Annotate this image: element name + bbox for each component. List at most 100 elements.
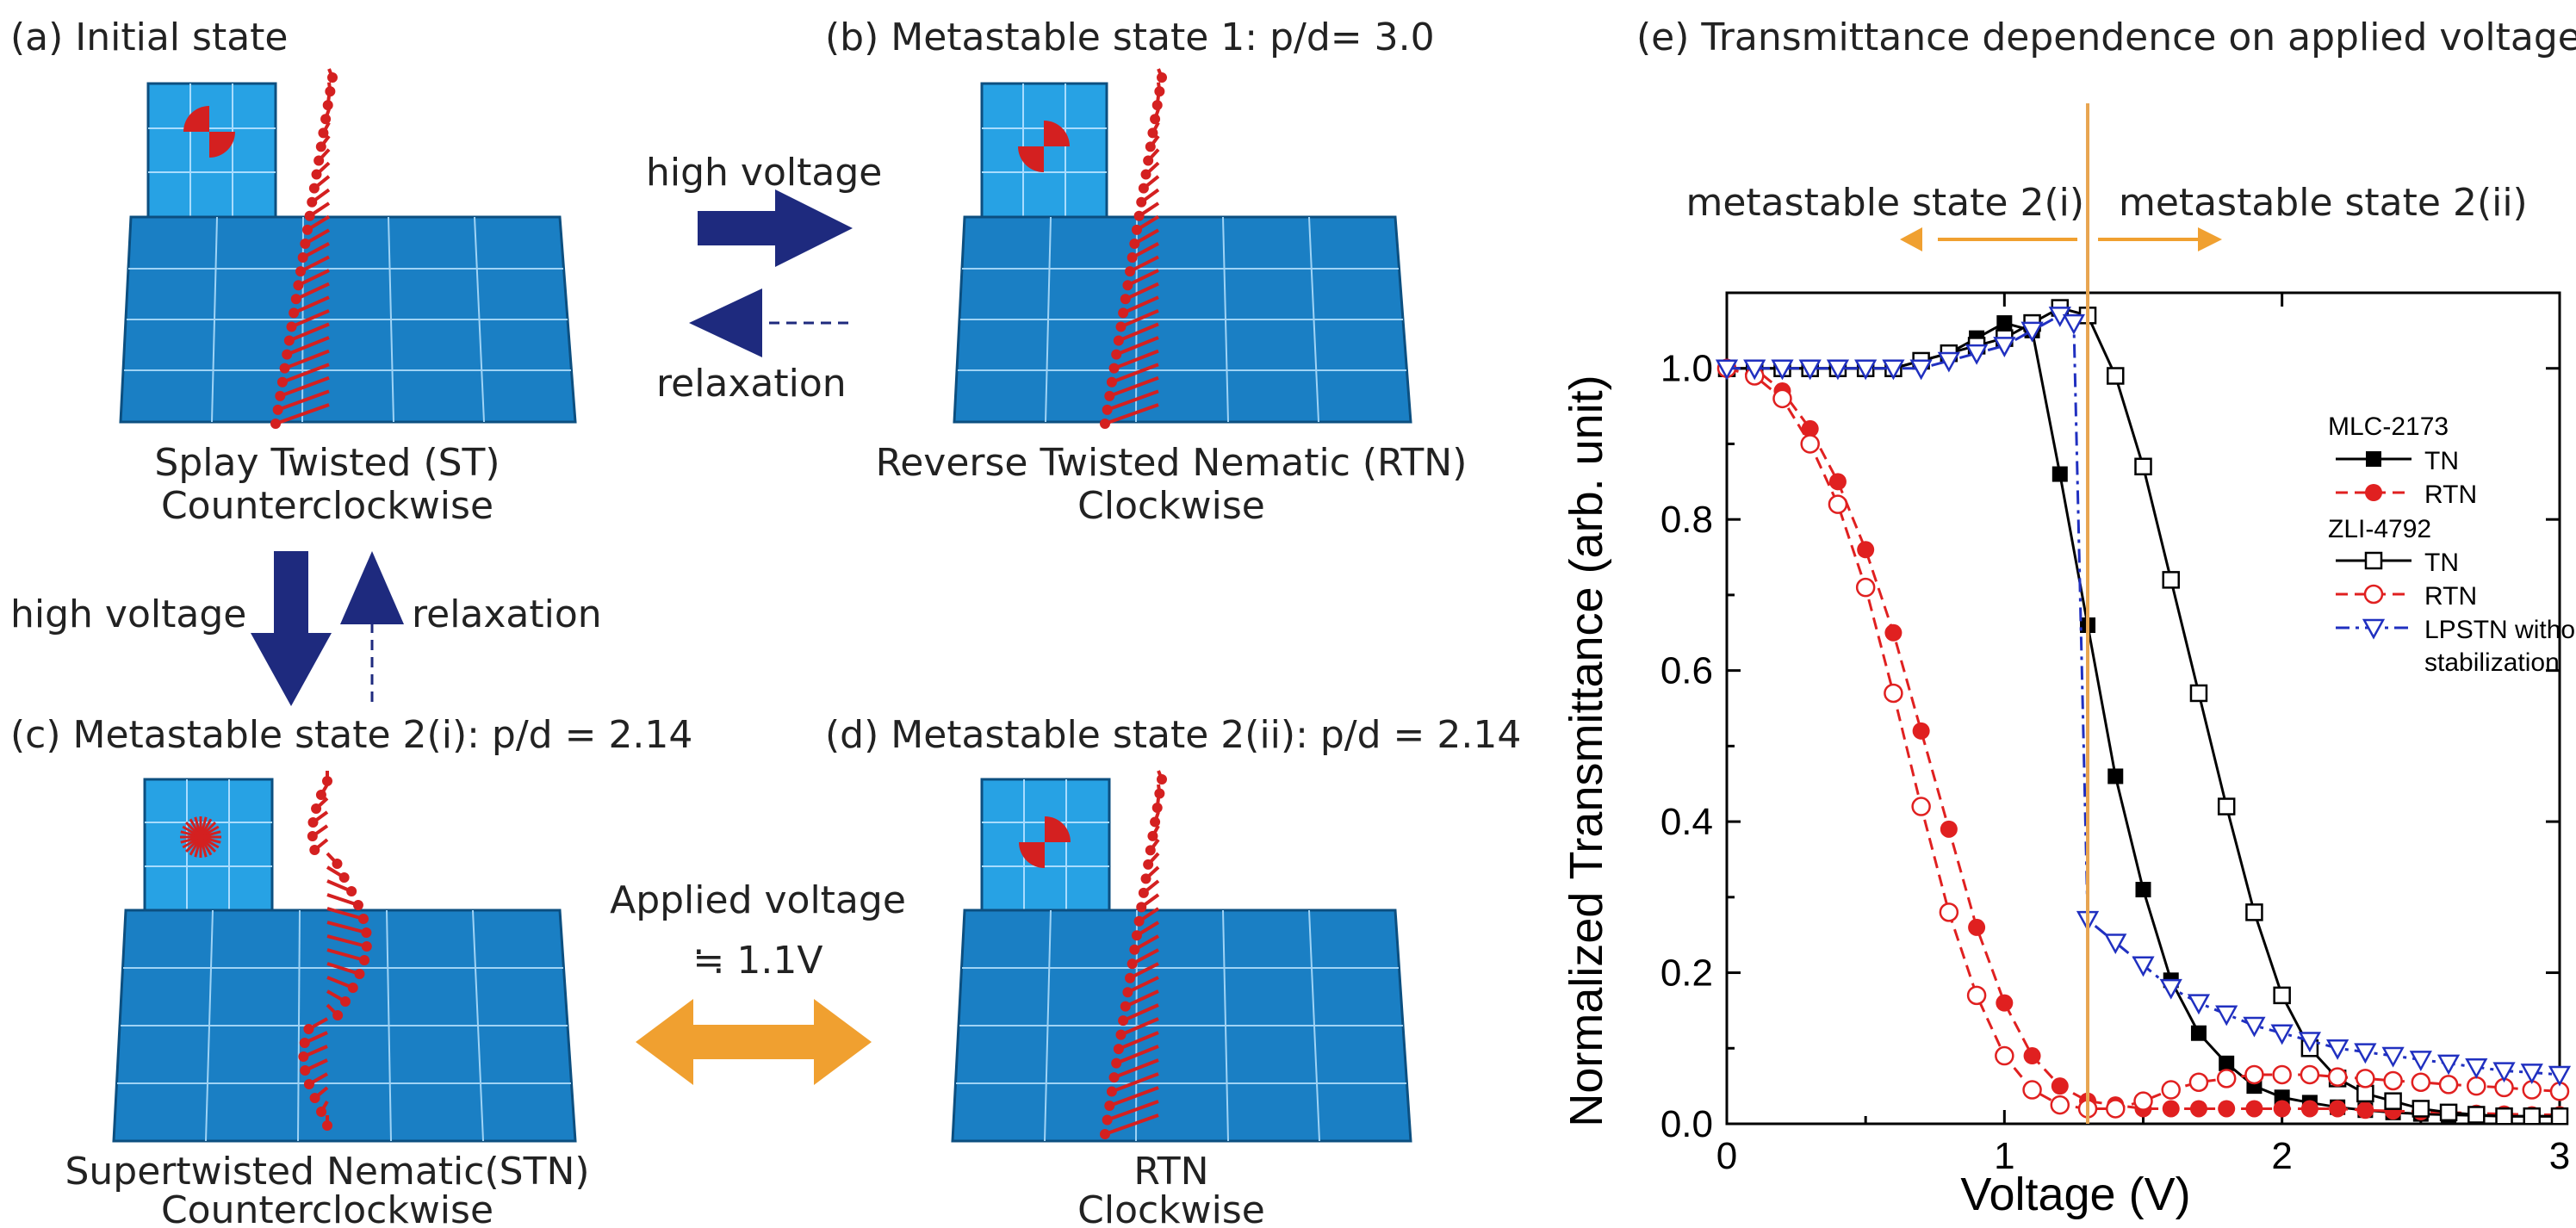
data-point	[1909, 359, 1933, 381]
director-tip	[1138, 887, 1149, 898]
director-tip	[354, 969, 365, 979]
y-tick-label: 0.4	[1660, 801, 1713, 843]
director-tip	[1108, 1072, 1120, 1083]
region-arrows	[1900, 227, 2222, 251]
director-rod	[1129, 255, 1159, 273]
legend-marker	[2362, 618, 2386, 640]
director-tip	[1102, 404, 1113, 415]
region-right-label: metastable state 2(ii)	[2119, 181, 2528, 225]
director-tip	[297, 252, 308, 264]
data-point	[1801, 419, 1819, 437]
director-rod	[283, 349, 330, 370]
director-rod	[1111, 1072, 1159, 1094]
region-right-arrow-head	[2198, 227, 2222, 251]
legend: MLC-2173 TN RTN ZLI-4792 TN RTN LPSTN wi…	[2328, 412, 2576, 677]
data-point	[2438, 1075, 2459, 1095]
arrows-ac: high voltage relaxation	[10, 551, 602, 706]
director-tip	[1147, 127, 1158, 139]
series-line	[1727, 321, 2560, 1118]
data-point	[2020, 321, 2044, 343]
data-point	[1882, 359, 1905, 381]
director-tip	[1131, 224, 1142, 235]
director-tip	[307, 196, 318, 208]
data-point	[2132, 956, 2155, 977]
panel-a-state-name: Splay Twisted (ST)	[154, 441, 500, 485]
legend-marker	[2365, 484, 2382, 501]
ab-back-label: relaxation	[656, 362, 847, 406]
data-point	[2409, 1051, 2432, 1072]
data-point	[2356, 1069, 2375, 1088]
director-tip	[1151, 802, 1163, 813]
director-tip	[300, 1065, 311, 1076]
data-point	[2272, 1064, 2292, 1085]
director-tip	[339, 996, 351, 1007]
data-point	[1996, 994, 2014, 1012]
panel-a-director-profile	[270, 68, 338, 429]
data-point	[2107, 367, 2125, 385]
data-point	[2159, 978, 2182, 1000]
director-tip	[300, 238, 311, 249]
director-rod	[297, 269, 330, 288]
panel-d-cell-grid	[956, 909, 1406, 1142]
data-point	[2243, 1016, 2266, 1038]
data-point	[2411, 1072, 2431, 1092]
data-point	[1966, 985, 1987, 1006]
director-rod	[1120, 308, 1159, 329]
data-point	[2051, 466, 2068, 482]
data-point	[2104, 933, 2127, 955]
data-point	[1826, 359, 1850, 381]
data-point	[1771, 359, 1794, 381]
director-tip	[303, 1024, 314, 1034]
panel-a: (a) Initial state Splay Twisted (ST) Cou…	[10, 16, 577, 528]
data-point	[1798, 359, 1822, 381]
legend-lpstn-line2: stabilization	[2424, 648, 2560, 677]
director-tip	[318, 127, 329, 139]
x-tick-label: 2	[2271, 1135, 2292, 1177]
y-tick-label: 0.2	[1660, 952, 1713, 995]
data-point	[1993, 337, 2016, 358]
director-rod	[279, 375, 330, 398]
data-point	[2190, 1025, 2207, 1041]
panel-b-twist-icon	[1018, 121, 1070, 172]
director-tip	[311, 169, 322, 180]
director-rod	[282, 363, 330, 384]
data-point	[2273, 986, 2291, 1005]
data-point	[2356, 1101, 2374, 1119]
data-point	[1828, 473, 1847, 491]
director-rod	[286, 336, 330, 357]
director-rod	[1115, 1045, 1159, 1065]
director-tip	[338, 872, 350, 883]
director-rod	[300, 255, 330, 273]
panel-d-title: (d) Metastable state 2(ii): p/d = 2.14	[825, 713, 1521, 757]
director-tip	[301, 224, 313, 235]
director-tip	[298, 1051, 309, 1062]
director-tip	[275, 390, 286, 401]
director-tip	[1150, 114, 1161, 125]
director-rod	[1127, 976, 1159, 995]
data-point	[2217, 797, 2236, 816]
director-tip	[346, 886, 357, 896]
director-tip	[1154, 788, 1165, 799]
panel-b-cell-grid	[958, 216, 1406, 423]
director-tip	[1131, 930, 1142, 941]
data-point	[2162, 1100, 2180, 1118]
director-tip	[1113, 335, 1124, 346]
ac-forward-label: high voltage	[10, 592, 246, 636]
x-tick-label: 3	[2549, 1135, 2570, 1177]
region-left-arrow-head	[1900, 227, 1922, 251]
director-tip	[1125, 972, 1136, 983]
director-tip	[1127, 958, 1138, 970]
legend-marker	[2364, 551, 2383, 570]
data-point	[2298, 1032, 2322, 1053]
data-point	[2327, 1067, 2348, 1087]
director-tip	[1115, 1029, 1127, 1040]
data-point	[2245, 1100, 2263, 1118]
director-tip	[282, 349, 293, 360]
panel-a-title: (a) Initial state	[10, 16, 288, 59]
data-point	[2219, 1055, 2235, 1071]
series-line	[1726, 367, 2560, 1110]
data-point	[2326, 1039, 2349, 1060]
panel-d-state-name: RTN	[1133, 1150, 1208, 1194]
director-tip	[283, 335, 295, 346]
